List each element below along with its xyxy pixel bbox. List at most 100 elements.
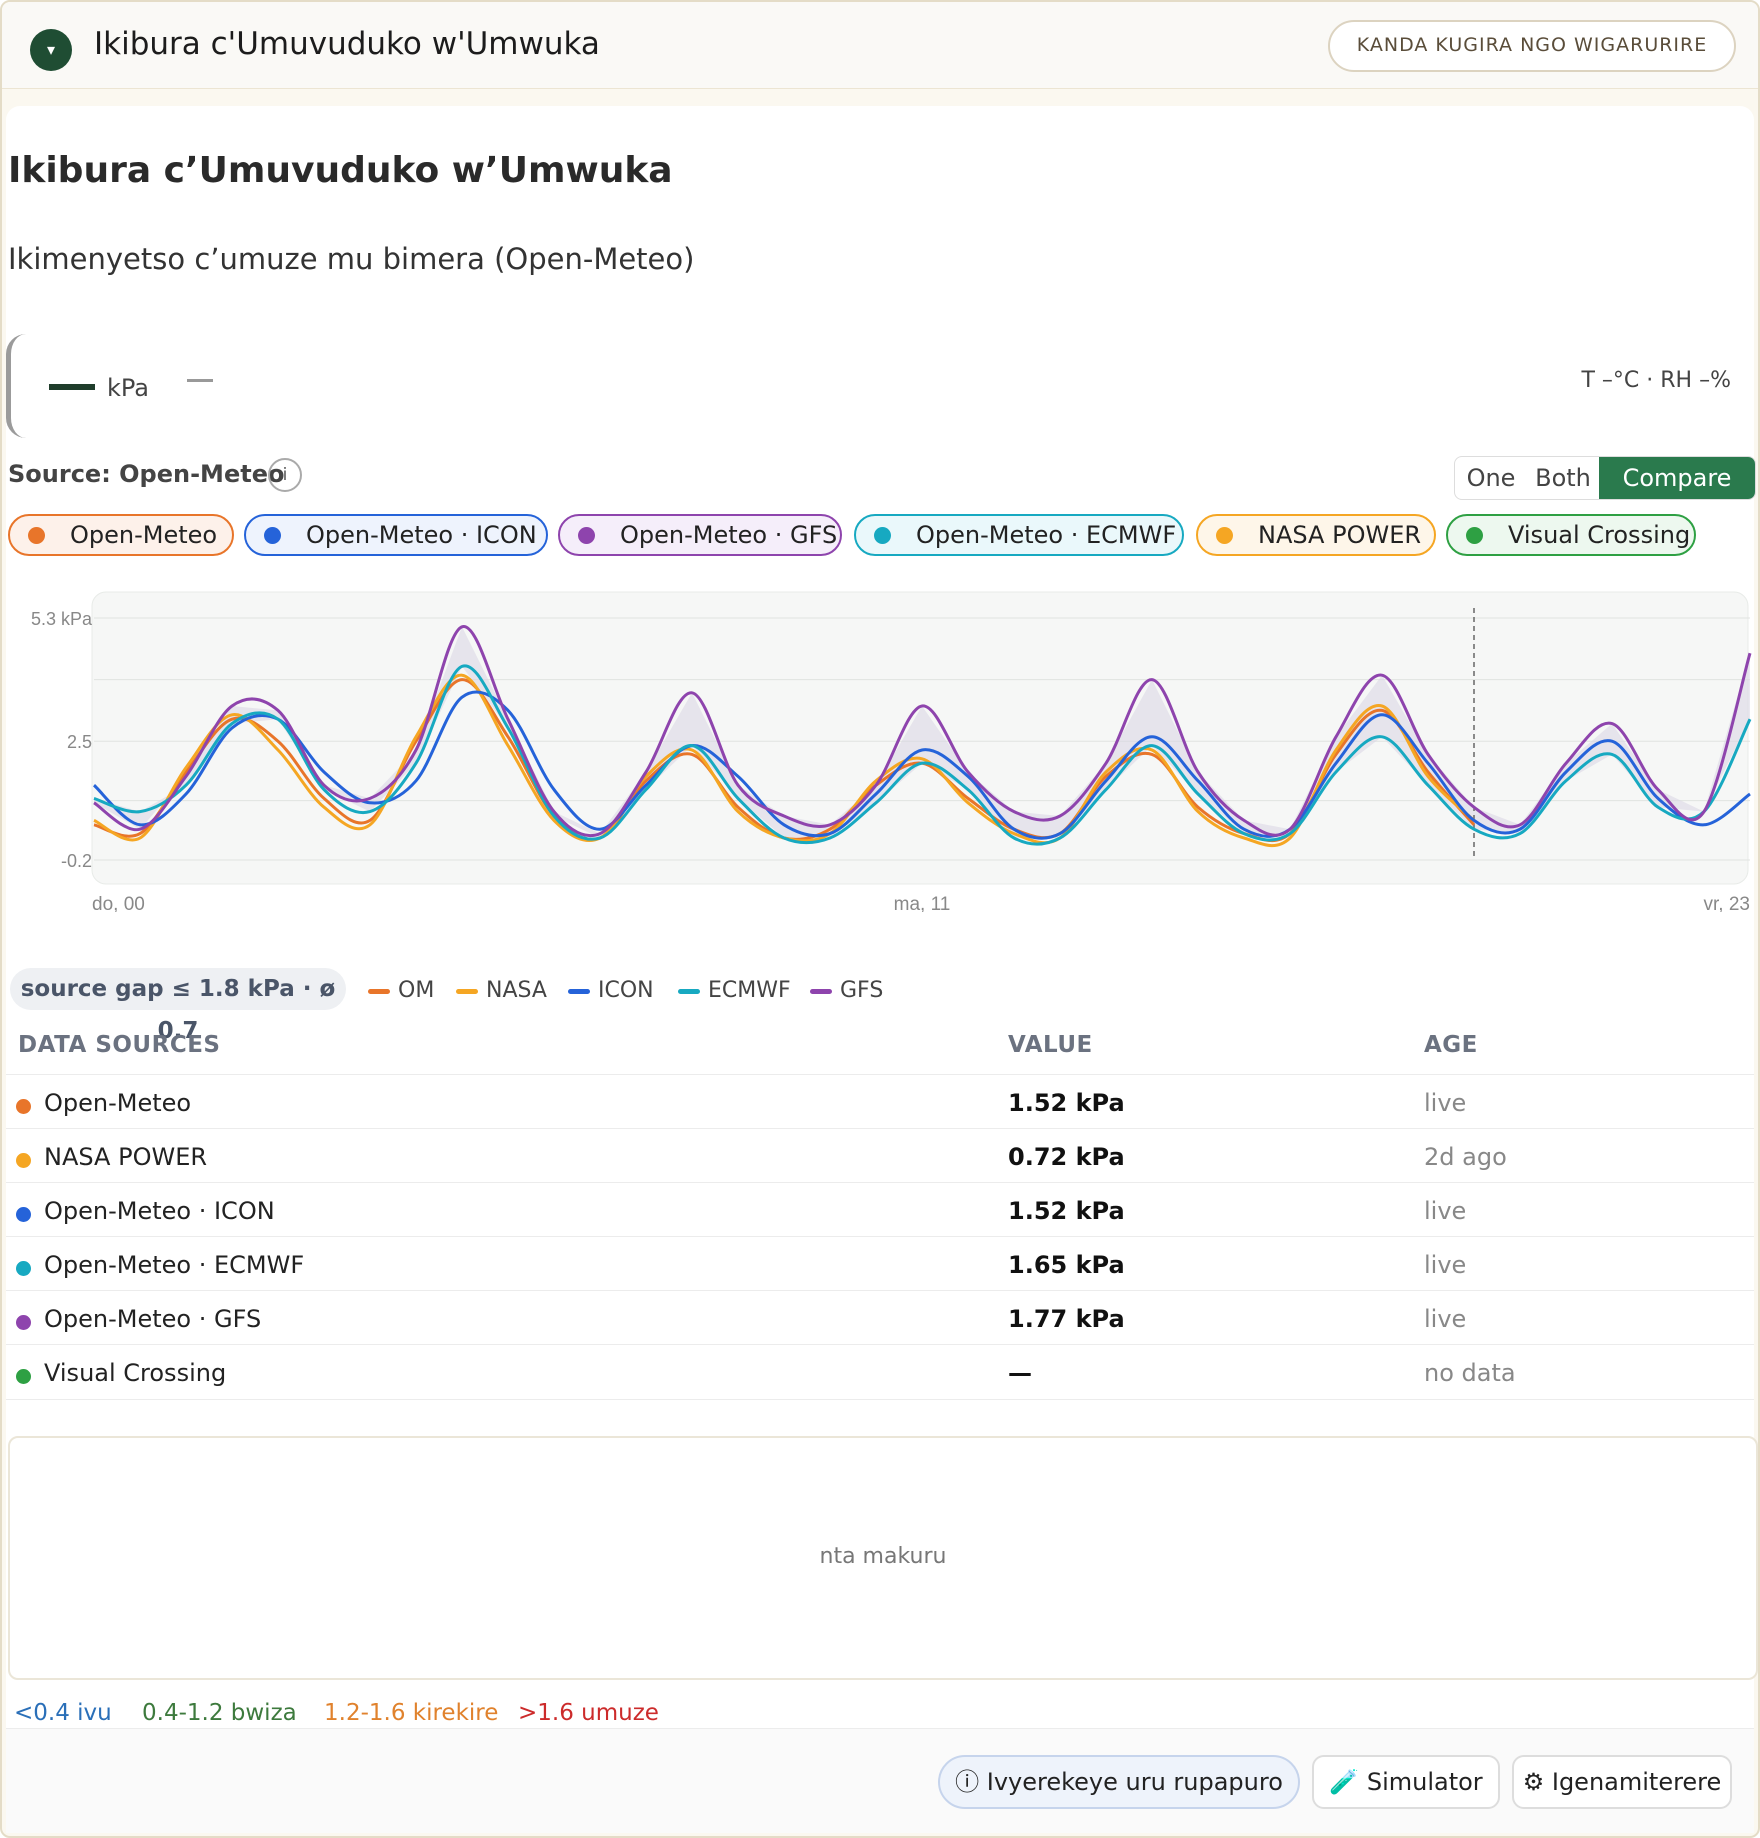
legend-nasa: NASA (456, 978, 547, 1003)
chip-visual-crossing[interactable]: Visual Crossing (1446, 514, 1696, 556)
table-row: Open-Meteo 1.52 kPa live (6, 1074, 1754, 1129)
app-title: Ikibura c'Umuvuduko w'Umwuka (94, 26, 600, 62)
info-circle-icon: ⓘ (955, 1768, 987, 1796)
scale-dry: >1.6 umuze (518, 1700, 659, 1726)
legend-label: OM (398, 978, 435, 1003)
chip-dot (28, 527, 45, 544)
source-gap-badge: source gap ≤ 1.8 kPa · ø 0.7 (10, 968, 346, 1044)
chip-open-meteo[interactable]: Open-Meteo (8, 514, 234, 556)
table-row: Open-Meteo · ECMWF 1.65 kPa live (6, 1236, 1754, 1291)
settings-label: Igenamiterere (1551, 1768, 1722, 1796)
x-tick-label: do, 00 (92, 894, 145, 912)
legend-om: OM (368, 978, 434, 1003)
legend-label: ECMWF (708, 978, 791, 1003)
scale-high: 1.2-1.6 kirekire (324, 1700, 499, 1726)
temp-rh-readout: T –°C · RH –% (1581, 368, 1732, 393)
readout-value-placeholder (187, 379, 213, 382)
vpd-chart[interactable]: 5.3 kPa 2.5 -0.2 do, 00 ma, 11 vr, 23 (6, 572, 1754, 912)
mode-toggle: One Both Compare (1454, 456, 1756, 500)
y-tick-label: 2.5 (67, 732, 92, 752)
chip-label: Open-Meteo · ICON (306, 521, 537, 549)
chip-icon[interactable]: Open-Meteo · ICON (244, 514, 548, 556)
source-name: Open-Meteo · ICON (44, 1197, 275, 1225)
header-age: AGE (1424, 1032, 1478, 1058)
table-row: Visual Crossing — no data (6, 1344, 1754, 1400)
legend-swatch (568, 988, 590, 994)
chip-dot (874, 527, 891, 544)
legend-label: NASA (486, 978, 547, 1003)
source-name: NASA POWER (44, 1143, 208, 1171)
widget-mode-button[interactable]: KANDA KUGIRA NGO WIGARURIRE (1328, 20, 1736, 72)
about-page-button[interactable]: ⓘ Ivyerekeye uru rupapuro (938, 1755, 1300, 1809)
source-value: 1.52 kPa (1008, 1089, 1125, 1117)
source-dot (16, 1369, 31, 1384)
table-row: Open-Meteo · ICON 1.52 kPa live (6, 1182, 1754, 1237)
legend-swatch (368, 988, 390, 994)
scale-good: 0.4-1.2 bwiza (142, 1700, 297, 1726)
source-value: 1.77 kPa (1008, 1305, 1125, 1333)
source-age: live (1424, 1305, 1467, 1333)
chip-ecmwf[interactable]: Open-Meteo · ECMWF (854, 514, 1184, 556)
about-page-label: Ivyerekeye uru rupapuro (986, 1768, 1283, 1796)
simulator-button[interactable]: 🧪 Simulator (1312, 1755, 1500, 1809)
chip-dot (1216, 527, 1233, 544)
mode-one-button[interactable]: One (1466, 464, 1516, 492)
source-name: Visual Crossing (44, 1359, 227, 1387)
source-value: 1.65 kPa (1008, 1251, 1125, 1279)
source-value: 0.72 kPa (1008, 1143, 1125, 1171)
readout-swatch (49, 384, 95, 390)
empty-state-panel: nta makuru (8, 1436, 1758, 1680)
chip-dot (1466, 527, 1483, 544)
source-age: live (1424, 1089, 1467, 1117)
simulator-label: Simulator (1366, 1768, 1483, 1796)
source-dot (16, 1261, 31, 1276)
source-age: no data (1424, 1359, 1516, 1387)
empty-state-text: nta makuru (819, 1544, 947, 1569)
source-name: Open-Meteo · GFS (44, 1305, 262, 1333)
current-readout: kPa T –°C · RH –% (6, 334, 1755, 438)
test-tube-icon: 🧪 (1329, 1768, 1367, 1796)
legend-swatch (810, 988, 832, 994)
mode-both-button[interactable]: Both (1535, 464, 1591, 492)
chip-nasa-power[interactable]: NASA POWER (1196, 514, 1436, 556)
source-dot (16, 1315, 31, 1330)
chip-label: NASA POWER (1258, 521, 1422, 549)
x-tick-label: vr, 23 (1704, 894, 1750, 912)
source-dot (16, 1207, 31, 1222)
vpd-card: Ikibura c’Umuvuduko w’Umwuka Ikimenyetso… (6, 106, 1758, 1833)
card-subtitle: Ikimenyetso c’umuze mu bimera (Open-Mete… (8, 242, 695, 276)
series-line-icon (92, 690, 1751, 840)
chip-gfs[interactable]: Open-Meteo · GFS (558, 514, 842, 556)
source-label: Source: Open-Meteo (8, 460, 285, 488)
mode-compare-button[interactable]: Compare (1599, 457, 1755, 499)
chip-dot (578, 527, 595, 544)
header-data-sources: DATA SOURCES (18, 1032, 221, 1058)
gear-icon: ⚙ (1522, 1768, 1552, 1796)
legend-swatch (456, 988, 478, 994)
source-age: 2d ago (1424, 1143, 1507, 1171)
legend-label: GFS (840, 978, 884, 1003)
legend-icon: ICON (568, 978, 654, 1003)
x-tick-label: ma, 11 (894, 894, 951, 912)
chip-label: Open-Meteo · ECMWF (916, 521, 1177, 549)
chip-label: Open-Meteo (70, 521, 218, 549)
readout-unit: kPa (107, 374, 149, 402)
collapse-toggle-icon[interactable]: ▾ (30, 29, 72, 71)
legend-gfs: GFS (810, 978, 883, 1003)
table-row: Open-Meteo · GFS 1.77 kPa live (6, 1290, 1754, 1345)
settings-button[interactable]: ⚙ Igenamiterere (1512, 1755, 1732, 1809)
legend-ecmwf: ECMWF (678, 978, 791, 1003)
source-dot (16, 1153, 31, 1168)
series-line-ecmwf (93, 664, 1752, 846)
info-icon[interactable]: i (268, 458, 302, 492)
chip-label: Visual Crossing (1508, 521, 1691, 549)
top-bar: ▾ Ikibura c'Umuvuduko w'Umwuka KANDA KUG… (2, 2, 1758, 89)
chip-label: Open-Meteo · GFS (620, 521, 838, 549)
series-line-gfs (93, 625, 1752, 838)
source-name: Open-Meteo (44, 1089, 192, 1117)
chip-dot (264, 527, 281, 544)
scale-low: <0.4 ivu (14, 1700, 112, 1726)
source-value: 1.52 kPa (1008, 1197, 1125, 1225)
source-age: live (1424, 1251, 1467, 1279)
